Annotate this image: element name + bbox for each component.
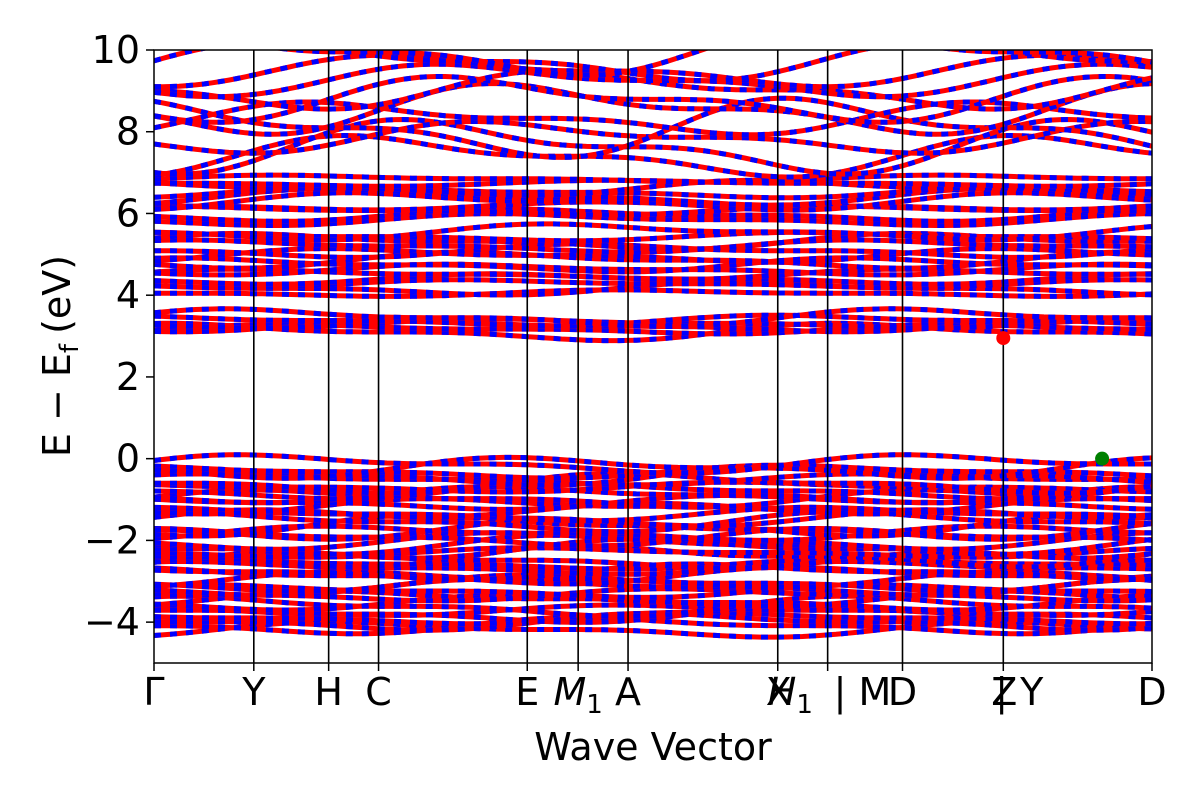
band-line-b — [154, 119, 1152, 156]
band-line-a — [273, 50, 1152, 78]
y-tick-label: −4 — [84, 600, 140, 644]
band-line-b — [154, 509, 1152, 535]
x-tick-label: Y — [241, 670, 266, 714]
y-tick-label: 6 — [116, 191, 140, 235]
x-tick-label: H — [314, 670, 343, 714]
x-tick-label: X — [766, 670, 792, 714]
band-line-b — [154, 306, 1152, 329]
x-tick-label: C — [365, 670, 392, 714]
band-line-b — [154, 190, 1152, 213]
vbm-marker — [1095, 451, 1110, 466]
band-line-b — [154, 487, 1152, 510]
band-line-b — [154, 116, 1152, 177]
x-tick-label: M1 — [553, 670, 602, 720]
band-line-b — [154, 61, 1152, 100]
y-tick-label: 0 — [116, 437, 140, 481]
y-axis-label: E − Ef (eV) — [35, 255, 85, 457]
band-line-b — [154, 237, 1152, 255]
y-tick-label: 4 — [116, 273, 140, 317]
x-tick-label: E — [515, 670, 539, 714]
y-tick-label: −2 — [84, 518, 140, 562]
x-axis-label: Wave Vector — [534, 725, 772, 769]
band-line-b — [154, 545, 1152, 560]
band-line-b — [154, 452, 1152, 476]
band-line-b — [154, 172, 1152, 185]
y-tick-label: 10 — [92, 28, 140, 72]
band-line-b — [154, 530, 1152, 552]
band-line-b — [154, 221, 1152, 243]
x-tick-label: Z — [991, 670, 1017, 714]
plot-frame — [153, 49, 1153, 664]
x-tick-label: D — [888, 670, 917, 714]
band-line-b — [154, 564, 1152, 587]
band-line-a — [154, 80, 1152, 137]
cbm-marker — [996, 331, 1011, 346]
band-line-b — [154, 52, 1152, 90]
band-line-b — [154, 619, 1152, 640]
band-line-b — [154, 602, 1152, 618]
x-tick-label: Γ — [143, 670, 164, 714]
band-line-b — [154, 287, 1152, 299]
y-axis: 10 8 6 4 2 0 −2 −4 — [84, 28, 154, 644]
band-lines — [154, 50, 1152, 640]
extrema-markers — [996, 331, 1110, 466]
band-line-a — [154, 50, 1152, 84]
band-line-b — [154, 249, 1152, 271]
band-line-b — [154, 593, 1152, 619]
band-line-b — [154, 229, 1152, 244]
x-tick-label: H1 — [768, 670, 813, 720]
x-tick-label: A — [615, 670, 641, 714]
y-tick-label: 2 — [116, 355, 140, 399]
y-axis-label-unit: (eV) — [35, 255, 79, 334]
x-tick-label: | Y — [995, 670, 1044, 715]
y-axis-label-sub: f — [55, 343, 85, 353]
y-axis-label-main: E − E — [35, 353, 79, 457]
band-line-b — [154, 312, 1152, 329]
band-line-b — [154, 609, 1152, 627]
band-line-b — [154, 211, 1152, 228]
band-line-b — [154, 454, 1152, 481]
band-line-a — [154, 74, 1152, 125]
band-line-b — [154, 246, 1152, 265]
y-tick-label: 8 — [116, 110, 140, 154]
x-tick-label: | M — [834, 670, 892, 715]
band-line-b — [154, 320, 1152, 344]
x-tick-label: D — [1137, 670, 1166, 714]
high-symmetry-lines — [253, 50, 1005, 663]
